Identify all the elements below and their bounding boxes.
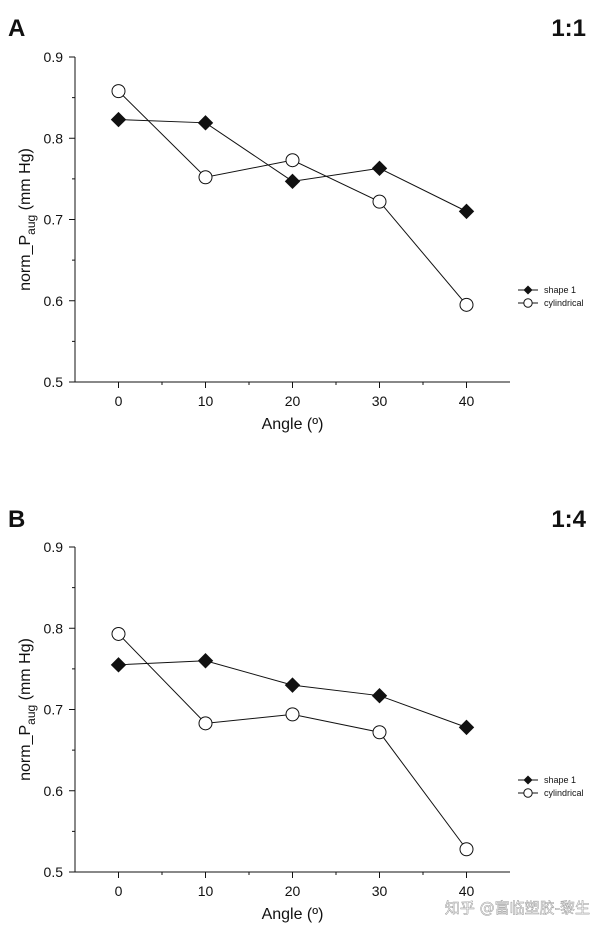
panel-b-shape1-point (371, 687, 388, 704)
panel-b-shape1-point (284, 677, 301, 693)
panel-b-cylindrical-series-line (118, 633, 467, 850)
panel-b-x-tick-label: 20 (285, 883, 301, 899)
panel-a-legend-diamond-marker (523, 285, 533, 295)
panel-a-x-tick-label: 30 (372, 393, 388, 409)
panel-a-cylindrical-point (198, 170, 213, 185)
panel-b-cylindrical-point (198, 716, 213, 731)
panel-b-shape1-point (197, 653, 214, 669)
panel-a-shape1-point (197, 115, 214, 131)
panel-a-x-axis-label: Angle (º) (262, 416, 324, 433)
panel-b-legend-label: cylindrical (544, 788, 584, 798)
panel-b-y-tick-label: 0.7 (44, 702, 64, 718)
panel-a-cylindrical-point (111, 84, 126, 99)
panel-b-shape1-point (110, 657, 127, 673)
panel-a-x-tick-label: 0 (115, 393, 123, 409)
panel-b: B 1:4 0.5 0.6 0.7 0.8 0.9 0 10 20 30 40 Angle (º) n… (8, 506, 587, 923)
panel-a-y-tick-label: 0.8 (44, 130, 64, 146)
panel-a-y-tick-label: 0.5 (44, 374, 64, 390)
panel-a-cylindrical-point (372, 194, 387, 209)
panel-b-y-tick-label: 0.5 (44, 864, 64, 880)
panel-a-y-axis-label: norm_Paug (mm Hg) (17, 148, 38, 291)
panel-a-x-tick-label: 40 (459, 393, 475, 409)
panel-b-y-tick-label: 0.6 (44, 783, 64, 799)
panel-a-legend-label: cylindrical (544, 298, 584, 308)
panel-a: A 1:1 0.5 0.6 0.7 0.8 0.9 0 10 20 30 40 Angle (º) n… (8, 15, 586, 433)
panel-b-y-axis-label: norm_Paug (mm Hg) (17, 638, 38, 781)
panel-b-legend-label: shape 1 (544, 775, 576, 785)
watermark: 知乎 @富临塑胶-黎生 (445, 899, 590, 917)
panel-b-x-tick-label: 40 (459, 883, 475, 899)
panel-b-legend-circle-marker (523, 788, 533, 798)
panel-b-letter: B (8, 506, 25, 533)
panel-b-x-tick-label: 10 (198, 883, 214, 899)
panel-b-cylindrical-point (372, 725, 387, 740)
panel-a-legend-circle-marker (523, 298, 533, 308)
panel-a-shape1-point (284, 173, 301, 190)
panel-b-shape1-point (458, 719, 475, 736)
panel-a-cylindrical-series-line (118, 90, 467, 306)
panel-b-cylindrical-point (111, 626, 126, 641)
panel-a-shape1-point (458, 203, 475, 220)
panel-a-x-tick-label: 10 (198, 393, 214, 409)
panel-b-y-tick-label: 0.9 (44, 539, 64, 555)
panel-b-legend-diamond-marker (523, 775, 533, 785)
panel-a-shape1-point (110, 111, 127, 128)
panel-a-cylindrical-point (285, 153, 300, 168)
panel-a-letter: A (8, 15, 25, 42)
panel-a-ratio: 1:1 (551, 15, 586, 42)
panel-b-ratio: 1:4 (551, 506, 586, 533)
panel-a-y-tick-label: 0.6 (44, 293, 64, 309)
panel-a-legend-label: shape 1 (544, 285, 576, 295)
panel-a-shape1-point (371, 160, 388, 177)
panel-b-x-tick-label: 0 (115, 883, 123, 899)
panel-b-cylindrical-point (285, 707, 300, 722)
panel-a-y-tick-label: 0.9 (44, 49, 64, 65)
panel-a-y-tick-label: 0.7 (44, 212, 64, 228)
panel-b-cylindrical-point (459, 842, 474, 857)
panel-b-x-axis-label: Angle (º) (262, 906, 324, 923)
panel-b-y-tick-label: 0.8 (44, 620, 64, 636)
panel-a-x-tick-label: 20 (285, 393, 301, 409)
panel-b-x-tick-label: 30 (372, 883, 388, 899)
panel-a-cylindrical-point (459, 297, 474, 312)
